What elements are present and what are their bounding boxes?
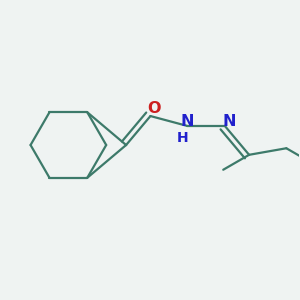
Text: N: N xyxy=(180,114,194,129)
Text: N: N xyxy=(222,114,236,129)
Text: O: O xyxy=(148,100,161,116)
Text: H: H xyxy=(177,131,189,145)
